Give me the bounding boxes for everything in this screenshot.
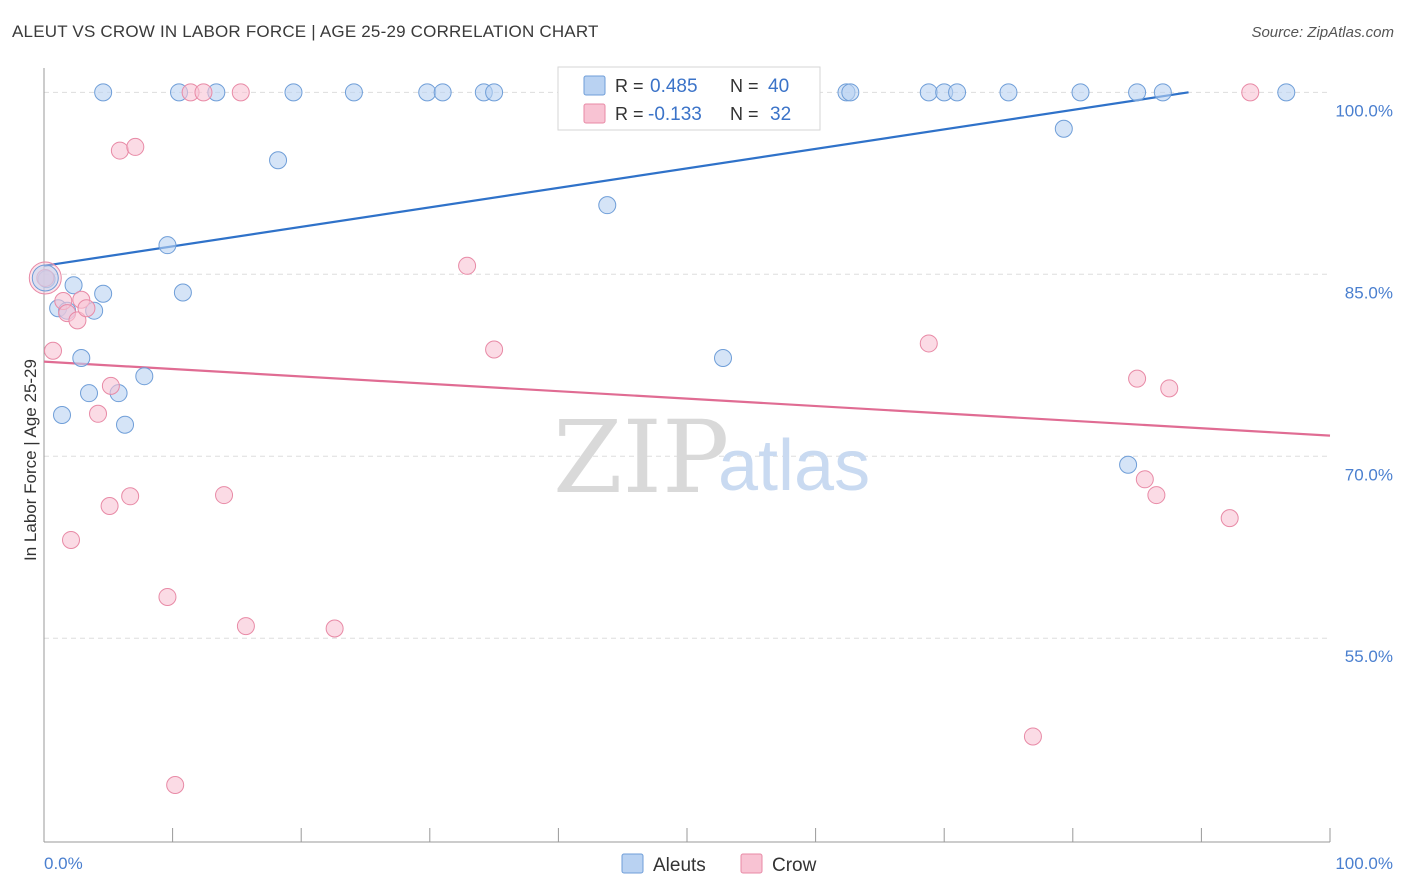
data-point-crow	[458, 256, 477, 275]
data-point-crow	[1147, 486, 1166, 505]
legend-n-label-aleut: N =	[730, 76, 759, 96]
data-point-crow	[100, 496, 119, 515]
legend-swatch-crow	[583, 103, 606, 124]
data-point-aleut	[284, 83, 303, 102]
data-point-aleut	[158, 236, 177, 255]
y-tick-label: 55.0%	[1345, 647, 1393, 666]
data-point-aleut	[948, 83, 967, 102]
axes	[43, 68, 1331, 843]
data-point-crow	[215, 486, 234, 505]
data-point-crow	[1241, 83, 1260, 102]
trend-line-crow	[43, 360, 1331, 437]
data-point-aleut	[433, 83, 452, 102]
data-point-aleut	[173, 283, 192, 302]
data-point-aleut	[1054, 119, 1073, 138]
data-point-crow	[1160, 379, 1179, 398]
y-tick-label: 100.0%	[1335, 101, 1393, 120]
bottom-legend-label-aleut: Aleuts	[653, 855, 706, 876]
data-point-aleut	[64, 276, 83, 295]
bottom-legend: Aleuts Crow	[621, 853, 817, 876]
data-point-crow	[44, 341, 63, 360]
legend-r-label-aleut: R =	[615, 76, 644, 96]
data-point-aleut	[1153, 83, 1172, 102]
trend-lines	[43, 91, 1331, 437]
legend-n-label-crow: N =	[730, 104, 759, 124]
data-point-aleut	[598, 196, 617, 215]
data-point-crow	[231, 83, 250, 102]
x-tick-labels: 0.0% 100.0%	[44, 854, 1393, 873]
y-tick-label: 85.0%	[1345, 283, 1393, 302]
data-point-crow	[68, 311, 87, 330]
data-point-crow	[121, 487, 140, 506]
data-point-aleut	[1119, 455, 1138, 474]
data-point-aleut-large	[31, 264, 59, 292]
data-point-crow	[194, 83, 213, 102]
legend-r-value-aleut: 0.485	[650, 76, 698, 97]
bottom-legend-swatch-aleut	[621, 853, 644, 874]
y-tick-labels: 100.0% 85.0% 70.0% 55.0%	[1335, 101, 1393, 666]
data-point-aleut	[1071, 83, 1090, 102]
data-point-aleut	[135, 367, 154, 386]
legend-swatch-aleut	[583, 75, 606, 96]
data-point-aleut	[919, 83, 938, 102]
y-axis-label: In Labor Force | Age 25-29	[21, 359, 40, 561]
data-point-aleut	[116, 415, 135, 434]
data-point-crow	[101, 376, 120, 395]
data-point-aleut	[485, 83, 504, 102]
gridlines	[44, 91, 1330, 639]
x-tick-label: 100.0%	[1335, 854, 1393, 873]
watermark-atlas: atlas	[718, 426, 870, 506]
legend-n-value-aleut: 40	[768, 76, 789, 97]
data-point-crow	[62, 530, 81, 549]
chart-title: ALEUT VS CROW IN LABOR FORCE | AGE 25-29…	[12, 22, 599, 41]
data-point-aleut	[999, 83, 1018, 102]
data-point-crow	[126, 137, 145, 156]
data-point-aleut	[72, 348, 91, 367]
data-point-aleut	[1128, 83, 1147, 102]
legend-box: R = 0.485 N = 40 R = -0.133 N = 32	[557, 66, 821, 131]
data-point-crow	[1135, 470, 1154, 489]
y-tick-label: 70.0%	[1345, 465, 1393, 484]
data-point-crow	[1220, 509, 1239, 528]
bottom-legend-swatch-crow	[740, 853, 763, 874]
data-point-crow	[919, 334, 938, 353]
data-point-aleut	[94, 284, 113, 303]
data-points	[28, 83, 1296, 794]
data-point-crow	[1128, 369, 1147, 388]
legend-r-value-crow: -0.133	[648, 104, 702, 125]
data-point-aleut	[80, 384, 99, 403]
data-point-aleut	[53, 406, 72, 425]
data-point-crow	[36, 268, 55, 287]
data-point-crow	[158, 587, 177, 606]
trend-line-aleut	[43, 91, 1189, 267]
data-point-crow	[485, 340, 504, 359]
data-point-aleut	[841, 83, 860, 102]
data-point-crow	[236, 617, 255, 636]
data-point-aleut	[714, 348, 733, 367]
data-point-crow-large	[28, 261, 62, 295]
data-point-crow	[325, 619, 344, 638]
legend-r-label-crow: R =	[615, 104, 644, 124]
data-point-aleut	[269, 151, 288, 170]
data-point-aleut	[1277, 83, 1296, 102]
bottom-legend-label-crow: Crow	[772, 855, 817, 876]
data-point-aleut	[344, 83, 363, 102]
data-point-aleut	[418, 83, 437, 102]
x-tick-label: 0.0%	[44, 854, 83, 873]
data-point-crow	[77, 299, 96, 318]
data-point-crow	[89, 404, 108, 423]
data-point-crow	[1023, 727, 1042, 746]
data-point-aleut	[94, 83, 113, 102]
data-point-crow	[110, 141, 129, 160]
legend-n-value-crow: 32	[770, 104, 791, 125]
source-label: Source: ZipAtlas.com	[1251, 24, 1394, 41]
watermark-zip: ZIP	[553, 399, 729, 516]
data-point-crow	[166, 775, 185, 794]
watermark: ZIP atlas	[553, 399, 870, 516]
